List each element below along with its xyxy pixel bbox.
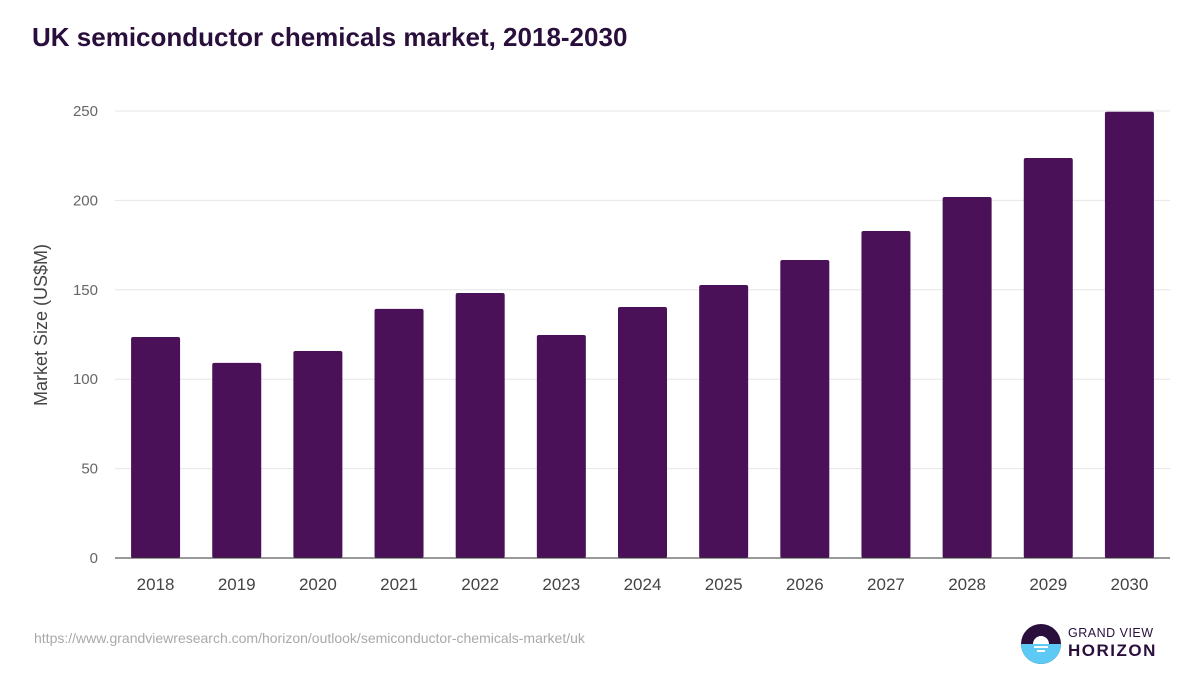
- bar-2030: [1104, 111, 1154, 558]
- x-tick-label: 2028: [948, 575, 986, 594]
- bar-2026: [780, 259, 830, 558]
- x-tick-label: 2021: [380, 575, 418, 594]
- x-tick-label: 2024: [624, 575, 662, 594]
- x-tick-label: 2023: [542, 575, 580, 594]
- chart-title: UK semiconductor chemicals market, 2018-…: [32, 22, 628, 52]
- source-url[interactable]: https://www.grandviewresearch.com/horizo…: [34, 630, 585, 646]
- bar-2027: [861, 230, 911, 558]
- bar-2021: [374, 308, 424, 558]
- grand-view-horizon-logo: GRAND VIEW HORIZON: [1020, 622, 1160, 666]
- bar-2028: [942, 197, 992, 558]
- x-tick-label: 2022: [461, 575, 499, 594]
- y-tick-label: 250: [73, 103, 98, 120]
- bar-2019: [212, 362, 262, 558]
- x-tick-label: 2026: [786, 575, 824, 594]
- bar-chart: 0 50 100 150 200 250 Market Size (US$M) 2018 201…: [31, 103, 1170, 594]
- x-tick-label: 2025: [705, 575, 743, 594]
- y-tick-label: 150: [73, 282, 98, 299]
- y-tick-label: 0: [90, 550, 98, 567]
- bar-2024: [618, 306, 667, 558]
- x-tick-label: 2020: [299, 575, 337, 594]
- horizon-logo-icon: [1021, 624, 1061, 664]
- bar-2018: [131, 337, 181, 558]
- x-tick-label: 2030: [1111, 575, 1149, 594]
- x-tick-label: 2027: [867, 575, 905, 594]
- y-tick-label: 100: [73, 371, 98, 388]
- y-tick-label: 50: [81, 461, 98, 478]
- y-tick-label: 200: [73, 192, 98, 209]
- bar-2020: [293, 350, 343, 558]
- logo-line2: HORIZON: [1068, 641, 1157, 660]
- bar-2022: [455, 293, 505, 558]
- x-tick-label: 2019: [218, 575, 256, 594]
- bar-2029: [1023, 158, 1073, 558]
- x-tick-label: 2029: [1029, 575, 1067, 594]
- bar-2023: [536, 335, 586, 558]
- bar-2025: [699, 284, 749, 558]
- y-axis-label: Market Size (US$M): [31, 244, 51, 406]
- logo-line1: GRAND VIEW: [1068, 626, 1154, 640]
- x-tick-label: 2018: [137, 575, 175, 594]
